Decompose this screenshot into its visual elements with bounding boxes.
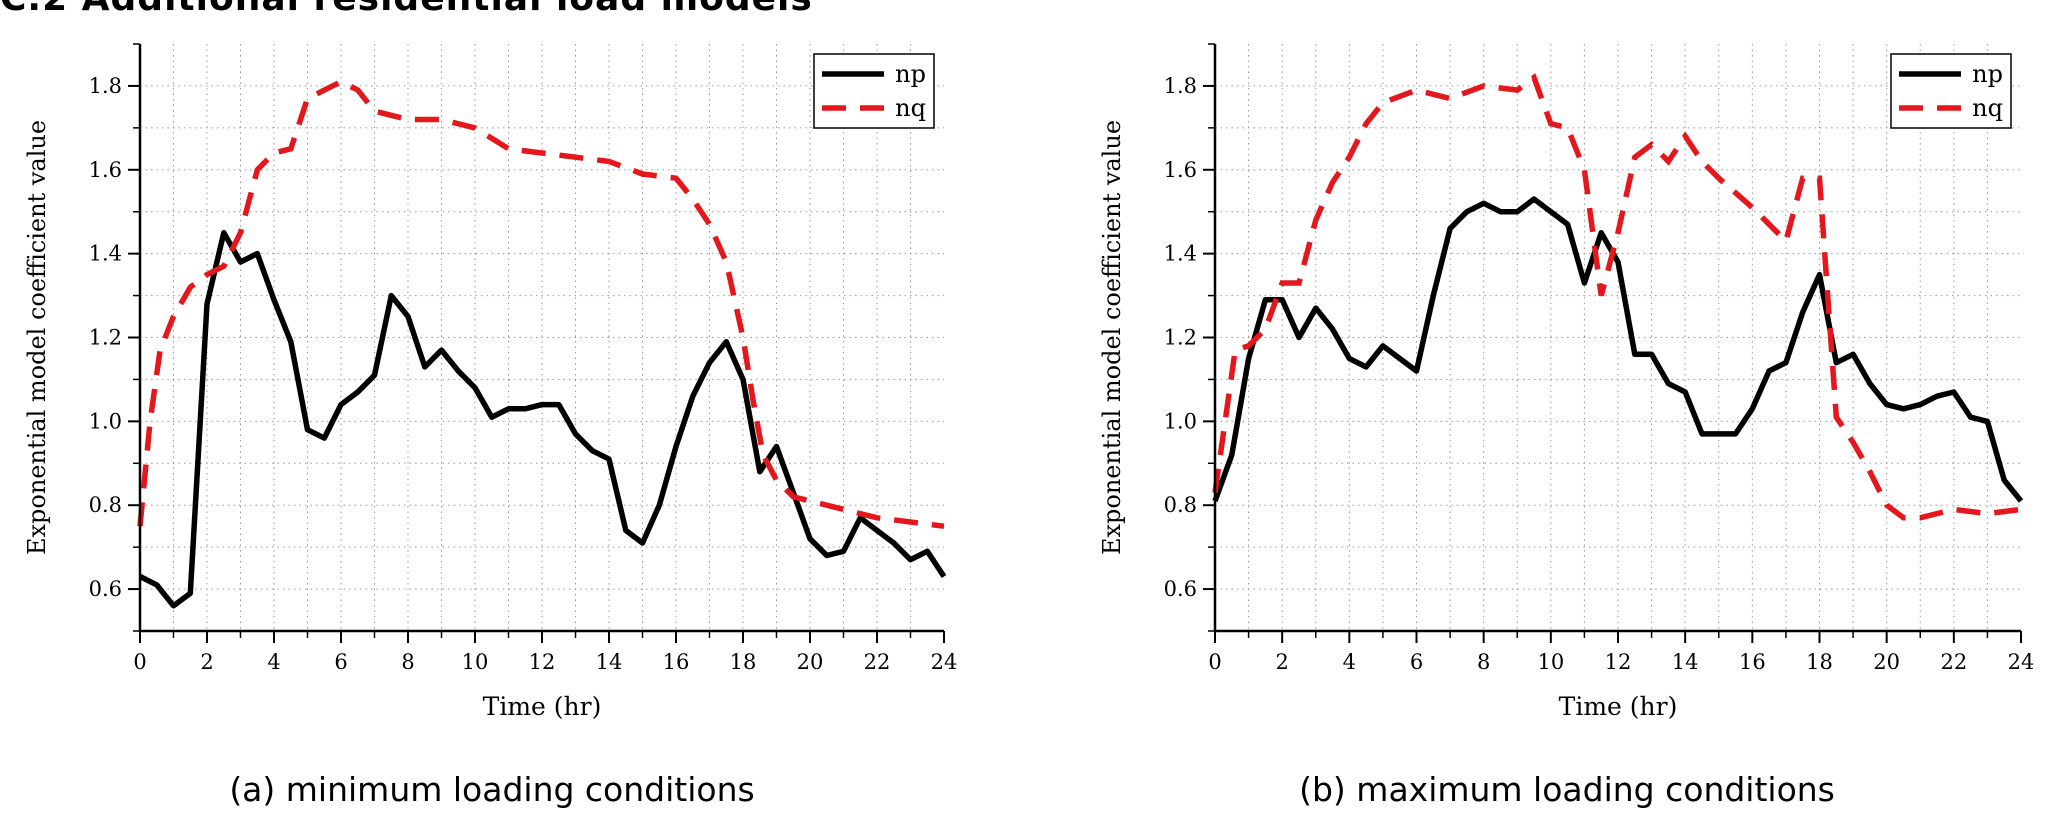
x-tick-label: 0 — [133, 650, 146, 674]
x-tick-label: 22 — [864, 650, 891, 674]
legend-label-nq: nq — [1972, 94, 2003, 122]
legend-label-np: np — [895, 60, 926, 88]
series-line-nq — [137, 78, 945, 529]
y-tick-label: 1.8 — [89, 74, 122, 98]
x-tick-label: 8 — [401, 650, 414, 674]
x-tick-label: 14 — [596, 650, 623, 674]
x-tick-label: 12 — [529, 650, 556, 674]
caption-maximum-loading: (b) maximum loading conditions — [1299, 770, 1835, 809]
x-tick-label: 20 — [797, 650, 824, 674]
y-tick-label: 1.8 — [1164, 74, 1197, 98]
x-tick-label: 22 — [1940, 650, 1967, 674]
y-axis-label: Exponential model coefficient value — [1098, 120, 1126, 555]
x-tick-label: 24 — [2008, 650, 2035, 674]
x-axis-label: Time (hr) — [1559, 692, 1678, 721]
x-tick-label: 16 — [1739, 650, 1766, 674]
x-tick-label: 12 — [1605, 650, 1632, 674]
x-tick-label: 10 — [462, 650, 489, 674]
series-line-nq — [1212, 73, 2022, 521]
x-tick-label: 18 — [730, 650, 757, 674]
y-tick-label: 1.6 — [89, 158, 122, 182]
y-tick-label: 1.0 — [89, 409, 122, 433]
y-tick-label: 0.8 — [1164, 493, 1197, 517]
x-tick-label: 24 — [931, 650, 958, 674]
x-axis-label: Time (hr) — [483, 692, 602, 721]
y-tick-label: 1.6 — [1164, 158, 1197, 182]
x-tick-label: 2 — [200, 650, 213, 674]
x-tick-label: 16 — [663, 650, 690, 674]
x-tick-label: 18 — [1806, 650, 1833, 674]
y-axis-label: Exponential model coefficient value — [23, 120, 51, 555]
y-tick-label: 0.6 — [89, 577, 122, 601]
x-tick-label: 10 — [1537, 650, 1564, 674]
legend-label-np: np — [1972, 60, 2003, 88]
x-tick-label: 20 — [1873, 650, 1900, 674]
series-line-np — [1212, 196, 2024, 503]
legend: np nq — [813, 53, 935, 129]
x-tick-label: 6 — [1410, 650, 1423, 674]
x-tick-label: 14 — [1672, 650, 1699, 674]
x-tick-label: 4 — [267, 650, 280, 674]
legend-box — [813, 53, 935, 129]
x-tick-label: 0 — [1208, 650, 1221, 674]
y-tick-label: 0.8 — [89, 493, 122, 517]
y-tick-label: 1.2 — [1164, 326, 1197, 350]
series-line-np — [138, 229, 947, 609]
section-heading: C.2 Additional residential load models — [0, 0, 813, 19]
x-tick-label: 2 — [1275, 650, 1288, 674]
legend-box — [1890, 53, 2012, 129]
y-tick-label: 1.4 — [1164, 242, 1197, 266]
y-tick-label: 1.0 — [1164, 409, 1197, 433]
caption-minimum-loading: (a) minimum loading conditions — [229, 770, 755, 809]
y-tick-label: 1.2 — [89, 326, 122, 350]
chart-minimum-loading: 0 2 4 6 8 10 12 14 16 18 20 22 240.60.81.01.21.41.61… — [23, 43, 958, 721]
x-tick-label: 8 — [1477, 650, 1490, 674]
legend: np nq — [1890, 53, 2012, 129]
x-tick-label: 4 — [1343, 650, 1356, 674]
chart-maximum-loading: 0 2 4 6 8 10 12 14 16 18 20 22 240.60.81.01.21.41.61… — [1098, 43, 2035, 721]
y-tick-label: 0.6 — [1164, 577, 1197, 601]
y-tick-label: 1.4 — [89, 242, 122, 266]
x-tick-label: 6 — [334, 650, 347, 674]
legend-label-nq: nq — [895, 94, 926, 122]
